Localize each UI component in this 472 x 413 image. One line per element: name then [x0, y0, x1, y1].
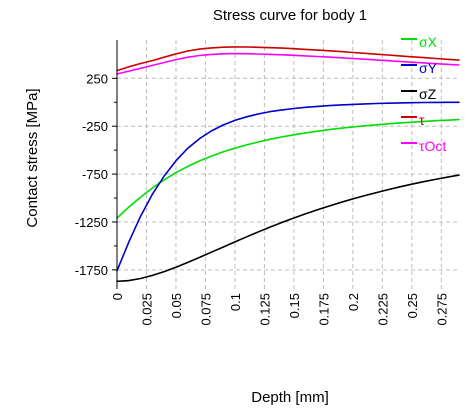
x-tick-label: 0.225 — [375, 293, 390, 326]
legend: σX σY σZ τ τOct — [401, 34, 446, 154]
series-line-4 — [116, 52, 460, 75]
legend-label-4: τOct — [419, 138, 446, 154]
y-tick-label: -750 — [82, 167, 108, 182]
x-tick-label: 0.125 — [257, 293, 272, 326]
y-axis-title: Contact stress [MPa] — [24, 88, 41, 227]
x-tick-label: 0.1 — [228, 293, 243, 311]
legend-label-2: σZ — [419, 86, 437, 102]
y-tick-label: -250 — [82, 119, 108, 134]
x-tick-label: 0.2 — [346, 293, 361, 311]
legend-label-0: σX — [419, 34, 438, 50]
x-axis-ticks: 0 0.025 0.05 0.075 0.1 0.125 0.15 0.175 0.2 0.225… — [110, 293, 449, 326]
x-tick-label: 0.075 — [198, 293, 213, 326]
chart-title: Stress curve for body 1 — [213, 7, 367, 24]
series-line-1 — [116, 101, 460, 272]
x-tick-label: 0.05 — [169, 293, 184, 318]
x-tick-label: 0.25 — [405, 293, 420, 318]
series-line-3 — [116, 46, 460, 72]
x-tick-label: 0.025 — [139, 293, 154, 326]
legend-label-3: τ — [419, 112, 425, 128]
y-tick-label: 250 — [86, 71, 108, 86]
plot-series — [116, 46, 460, 283]
y-axis-ticks: 250 -250 -750 -1250 -1750 — [75, 71, 117, 278]
series-line-0 — [116, 118, 460, 219]
x-tick-label: 0 — [110, 293, 125, 300]
y-tick-label: -1750 — [75, 263, 108, 278]
x-tick-label: 0.275 — [434, 293, 449, 326]
y-tick-label: -1250 — [75, 215, 108, 230]
legend-label-1: σY — [419, 60, 438, 76]
x-tick-label: 0.175 — [316, 293, 331, 326]
x-tick-label: 0.15 — [287, 293, 302, 318]
x-axis-title: Depth [mm] — [251, 389, 329, 406]
grid — [116, 40, 459, 289]
series-line-2 — [116, 174, 460, 283]
